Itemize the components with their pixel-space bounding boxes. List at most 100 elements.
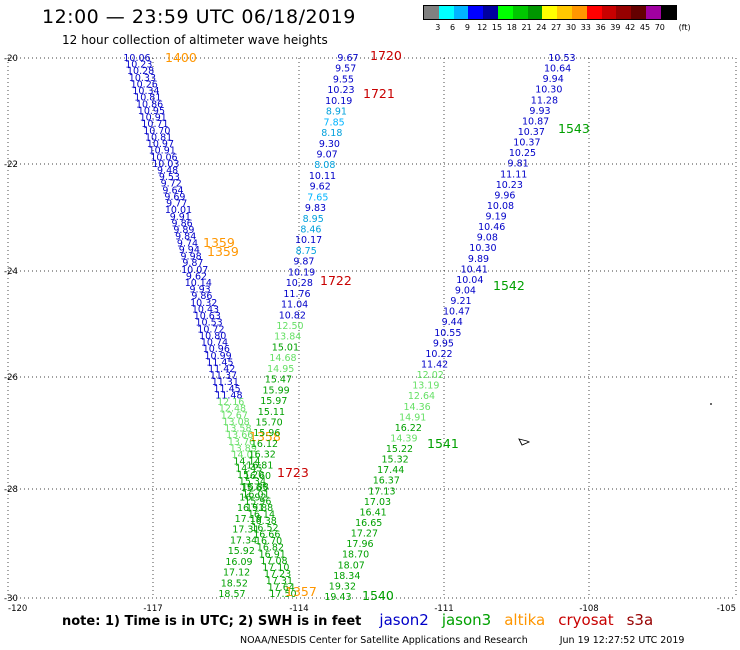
satellite-track: 10.5310.649.9410.3011.289.9310.8710.3710… [324, 53, 589, 603]
wave-height-value: 10.47 [443, 307, 470, 318]
wave-height-value: 14.95 [267, 364, 294, 375]
wave-height-value: 9.93 [529, 106, 550, 117]
wave-height-value: 14.14 [233, 457, 260, 468]
wave-height-value: 15.34 [239, 477, 266, 488]
wave-height-value: 10.34 [132, 86, 159, 97]
footer-timestamp: Jun 19 12:27:52 UTC 2019 [559, 635, 685, 646]
wave-height-value: 9.62 [186, 271, 207, 282]
wave-height-value: 18.34 [333, 571, 360, 582]
pass-time-label: 1359 [207, 244, 239, 259]
wave-height-value: 9.94 [179, 245, 200, 256]
wave-height-color-scale: 3 6 9 12 15 18 21 24 27 30 33 36 39 42 45 70 (ft) [423, 5, 691, 34]
wave-height-value: 10.11 [309, 171, 336, 182]
legend-satellite-cryosat: cryosat [558, 611, 614, 629]
legend-satellite-s3a: s3a [626, 611, 654, 629]
wave-height-value: 10.37 [513, 138, 540, 149]
wave-height-value: 9.95 [433, 338, 454, 349]
wave-height-value: 10.08 [487, 201, 514, 212]
pass-time-label: 1542 [493, 278, 525, 293]
map-axis-labels: -20 -22 -24 -26 -28 -30-120 -117 -114 -111 -108 -1… [4, 54, 736, 614]
wave-height-value: 9.48 [157, 166, 178, 177]
wave-height-value: 11.31 [212, 377, 239, 388]
wave-height-value: 10.99 [204, 351, 231, 362]
wave-height-value: 11.45 [206, 357, 233, 368]
wave-height-value: 15.92 [228, 546, 255, 557]
wave-height-value: 9.55 [333, 74, 354, 85]
color-scale-tick: 3 [435, 23, 441, 32]
wave-height-value: 11.42 [208, 364, 235, 375]
wave-height-value: 17.13 [368, 486, 395, 497]
wave-height-value: 16.14 [248, 510, 275, 521]
wave-height-value: 17.27 [351, 529, 378, 540]
color-swatch [586, 6, 602, 19]
wave-height-value: 12.50 [276, 321, 303, 332]
wave-height-value: 10.46 [478, 222, 505, 233]
wave-height-value: 16.70 [255, 536, 282, 547]
color-swatch [497, 6, 513, 19]
wave-height-value: 18.07 [338, 560, 365, 571]
wave-height-value: 14.45 [235, 463, 262, 474]
wave-height-value: 9.94 [543, 74, 564, 85]
pass-time-label: 1541 [427, 436, 459, 451]
color-scale-tick: 24 [536, 23, 547, 32]
color-swatch [571, 6, 587, 19]
longitude-label: -117 [143, 604, 162, 614]
wave-height-value: 13.19 [412, 381, 439, 392]
wave-height-value: 15.01 [272, 342, 299, 353]
legend-satellite-jason2: jason2 [379, 611, 429, 629]
wave-height-value: 9.44 [442, 317, 463, 328]
wave-height-value: 17.34 [230, 535, 257, 546]
wave-height-value: 10.71 [141, 119, 168, 130]
wave-height-value: 9.04 [455, 286, 476, 297]
wave-height-value: 10.07 [181, 265, 208, 276]
longitude-label: -108 [579, 604, 598, 614]
wave-height-value: 11.76 [283, 289, 310, 300]
wave-height-value: 13.58 [224, 424, 251, 435]
wave-height-value: 10.32 [190, 298, 217, 309]
wave-height-value: 12.02 [417, 370, 444, 381]
legend-satellite-jason3: jason3 [441, 611, 492, 629]
wave-height-value: 9.91 [170, 212, 191, 223]
wave-height-value: 10.17 [295, 235, 322, 246]
wave-height-value: 16.37 [373, 476, 400, 487]
wave-height-value: 16.52 [251, 523, 278, 534]
wave-height-value: 10.19 [325, 96, 352, 107]
wave-height-value: 15.22 [386, 444, 413, 455]
color-swatch [631, 6, 646, 19]
wave-height-value: 16.91 [259, 549, 286, 560]
wave-height-value: 19.32 [329, 581, 356, 592]
map-subtitle: 12 hour collection of altimeter wave hei… [62, 33, 328, 47]
wave-height-value: 15.65 [241, 483, 268, 494]
color-scale-tick: 15 [491, 23, 503, 32]
color-scale-tick: 21 [521, 23, 532, 32]
wave-height-value: 17.19 [235, 514, 262, 525]
color-swatch [453, 6, 469, 19]
pass-time-label: 1543 [558, 121, 590, 136]
wave-height-value: 10.81 [145, 132, 172, 143]
latitude-label: -24 [4, 267, 18, 277]
color-scale-tick: 27 [551, 23, 562, 32]
wave-height-value: 9.30 [319, 139, 340, 150]
wave-height-value: 9.21 [450, 296, 471, 307]
color-scale-swatches [423, 5, 677, 20]
wave-height-value: 8.91 [326, 107, 347, 118]
wave-height-value: 14.36 [403, 402, 430, 413]
wave-height-value: 9.62 [310, 182, 331, 193]
wave-height-value: 16.92 [239, 493, 266, 504]
longitude-label: -114 [289, 604, 308, 614]
wave-height-value: 10.28 [286, 278, 313, 289]
wave-height-value: 10.64 [544, 64, 571, 75]
wave-height-value: 18.57 [218, 589, 245, 600]
wave-height-value: 16.66 [253, 529, 280, 540]
color-swatch [527, 6, 543, 19]
wave-height-value: 9.69 [164, 192, 185, 203]
wave-height-value: 17.03 [364, 497, 391, 508]
wave-height-value: 17.10 [262, 563, 289, 574]
island-outline [518, 438, 531, 446]
wave-height-value: 9.93 [190, 285, 211, 296]
wave-height-value: 9.86 [172, 218, 193, 229]
wave-height-value: 10.91 [140, 113, 167, 124]
wave-height-value: 17.31 [232, 525, 259, 536]
wave-height-value: 16.38 [250, 516, 277, 527]
wave-height-value: 11.48 [215, 391, 242, 402]
